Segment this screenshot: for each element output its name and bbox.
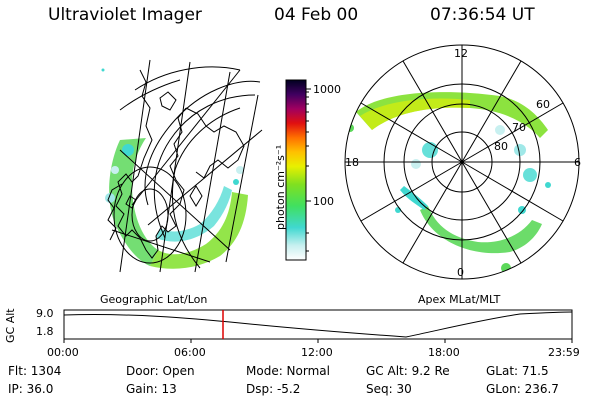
dsp-value: Dsp: -5.2 — [246, 382, 301, 396]
mlt-label-0: 0 — [457, 266, 464, 279]
colorbar-tick-1000: 1000 — [313, 83, 341, 96]
time-tick-1200: 12:00 — [301, 346, 333, 359]
lat-label-70: 70 — [512, 121, 526, 134]
instrument-title: Ultraviolet Imager — [48, 5, 202, 25]
lat-label-80: 80 — [494, 140, 508, 153]
time-tick-2359: 23:59 — [548, 346, 580, 359]
geo-map-label: Geographic Lat/Lon — [100, 293, 208, 306]
geographic-latitude: GLat: 71.5 — [486, 364, 549, 378]
mlt-label-6: 6 — [574, 156, 581, 169]
mode-value: Mode: Normal — [246, 364, 330, 378]
sequence-number: Seq: 30 — [366, 382, 412, 396]
colorbar-tick-100: 100 — [313, 195, 334, 208]
polar-aurora-emission — [346, 92, 551, 273]
colorbar-unit-label: photon cm⁻²s⁻¹ — [274, 144, 287, 230]
door-status: Door: Open — [126, 364, 195, 378]
geo-graticule — [111, 59, 263, 273]
time-tick-0600: 06:00 — [174, 346, 206, 359]
geo-aurora-emission — [101, 68, 248, 269]
date-label: 04 Feb 00 — [274, 5, 359, 25]
time-tick-0000: 00:00 — [47, 346, 79, 359]
colorbar — [285, 79, 311, 261]
altitude-ylabel: GC Alt — [4, 308, 17, 343]
altitude-curve — [63, 311, 573, 338]
ip-value: IP: 36.0 — [8, 382, 54, 396]
time-tick-1800: 18:00 — [428, 346, 460, 359]
gain-value: Gain: 13 — [126, 382, 177, 396]
mlt-label-18: 18 — [345, 156, 359, 169]
polar-map — [344, 44, 580, 280]
geographic-map — [101, 59, 263, 273]
gc-altitude: GC Alt: 9.2 Re — [366, 364, 450, 378]
flight-number: Flt: 1304 — [8, 364, 62, 378]
geographic-longitude: GLon: 236.7 — [486, 382, 559, 396]
time-label: 07:36:54 UT — [430, 5, 535, 25]
mlt-label-12: 12 — [454, 47, 468, 60]
polar-map-label: Apex MLat/MLT — [418, 293, 501, 306]
altitude-ytick-9: 9.0 — [36, 307, 54, 320]
altitude-ytick-1-8: 1.8 — [36, 325, 54, 338]
altitude-plot — [63, 309, 573, 343]
geo-coastlines — [107, 69, 245, 259]
polar-grid — [344, 44, 580, 280]
lat-label-60: 60 — [536, 98, 550, 111]
